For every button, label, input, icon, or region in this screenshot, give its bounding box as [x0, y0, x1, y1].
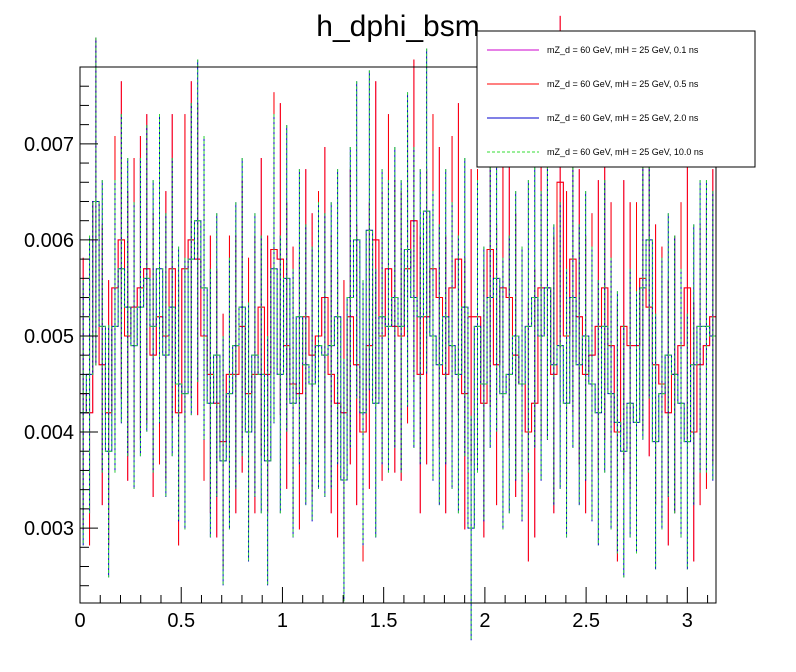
legend-label: mZ_d = 60 GeV, mH = 25 GeV, 2.0 ns — [547, 113, 699, 123]
x-tick-label: 0 — [74, 610, 85, 632]
legend-label: mZ_d = 60 GeV, mH = 25 GeV, 0.1 ns — [547, 45, 699, 55]
legend: mZ_d = 60 GeV, mH = 25 GeV, 0.1 ns mZ_d =… — [476, 30, 756, 168]
legend-label: mZ_d = 60 GeV, mH = 25 GeV, 10.0 ns — [547, 147, 704, 157]
x-tick-label: 3 — [682, 610, 693, 632]
series-3 — [80, 37, 716, 641]
x-tick-label: 0.5 — [167, 610, 195, 632]
x-tick-label: 2.5 — [572, 610, 600, 632]
y-tick-label: 0.003 — [24, 518, 74, 540]
x-tick-label: 1 — [277, 610, 288, 632]
y-tick-label: 0.007 — [24, 134, 74, 156]
legend-label: mZ_d = 60 GeV, mH = 25 GeV, 0.5 ns — [547, 79, 699, 89]
axis-layer: 0 0.5 1 1.5 2 2.5 3 0.003 0.004 0.005 0.006 0.007 — [24, 66, 709, 632]
plot-frame — [79, 66, 717, 604]
y-tick-label: 0.006 — [24, 230, 74, 252]
series-layer — [80, 15, 716, 641]
x-tick-label: 1.5 — [370, 610, 398, 632]
legend-box — [476, 30, 756, 168]
x-tick-label: 2 — [479, 610, 490, 632]
chart-title: h_dphi_bsm — [316, 10, 479, 43]
y-tick-label: 0.005 — [24, 326, 74, 348]
y-tick-label: 0.004 — [24, 422, 74, 444]
series-3-steps — [80, 200, 716, 529]
